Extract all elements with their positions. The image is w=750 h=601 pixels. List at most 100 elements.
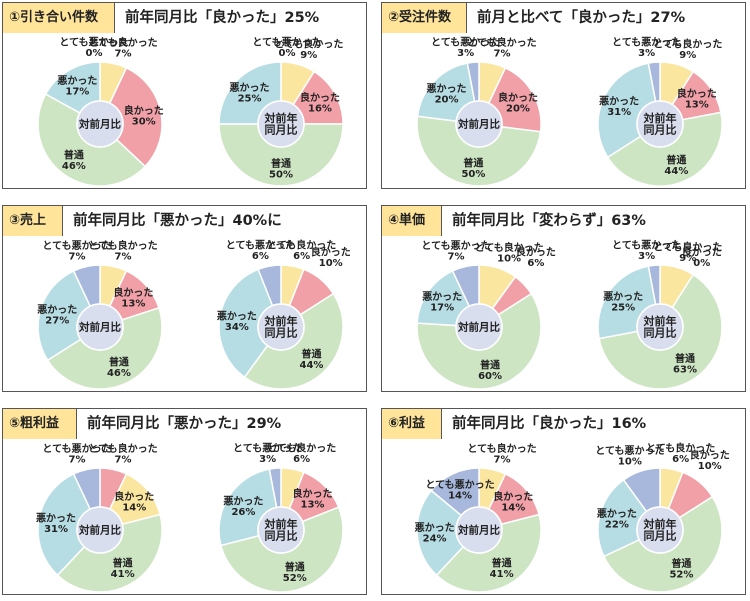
donut-center-label: 対前年同月比 [643, 517, 677, 543]
donut-center [76, 100, 124, 148]
chart-panel: ②受注件数 前月と比べて「良かった」27% とても良かった 7% 良かった 20% 普通 50… [381, 2, 746, 189]
donut-center [257, 100, 305, 148]
donut-center [455, 100, 503, 148]
slice-label: とても悪かった 3% [233, 442, 302, 465]
donut-center-label: 対前月比 [78, 524, 121, 537]
slice-label: とても良かった 6% [646, 442, 715, 466]
panel-category-badge: ②受注件数 [382, 3, 467, 33]
donut-center-label: 対前月比 [457, 118, 500, 131]
slice-label: とても悪かった 6% [226, 240, 295, 263]
slice-label: 悪かった 27% [37, 304, 77, 327]
donut-center-label: 対前年同月比 [264, 517, 298, 543]
slice-label: 普通 52% [283, 561, 307, 585]
donut-center [455, 506, 503, 554]
panel-category-badge: ③売上 [3, 206, 63, 236]
donut-year-over-year: とても良かった 9%良かった 0% 普通 63% 悪かった 25% とても悪かった 3% 対前年同… [597, 239, 723, 390]
donut-center-label: 対前年同月比 [643, 111, 677, 137]
donut-center-label: 対前年同月比 [643, 314, 677, 340]
slice-label: とても良かった 7% [88, 36, 157, 60]
donut-center-label: 対前月比 [457, 321, 500, 334]
panel-category-badge: ⑤粗利益 [3, 409, 77, 439]
slice-label: 良かった 13% [113, 286, 153, 310]
slice-label: 悪かった 22% [597, 508, 637, 531]
donut-center [257, 303, 305, 351]
slice-label: とても良かった 6% [267, 239, 336, 263]
donut-center [636, 100, 684, 148]
slice-label: 良かった 30% [124, 104, 164, 128]
panel-header: ②受注件数 前月と比べて「良かった」27% [382, 3, 745, 33]
donut-year-over-year: とても良かった 9% 良かった 13% 普通 44% 悪かった 31% とても悪かった 3% 対前年… [597, 36, 723, 187]
slice-label: 良かった 20% [498, 91, 538, 115]
slice-label: 普通 63% [673, 352, 697, 376]
slice-label: 悪かった 20% [427, 83, 467, 106]
slice-label: とても悪かった 14% [425, 479, 494, 502]
slice-label: 悪かった 31% [36, 512, 76, 535]
slice-label: 悪かった 17% [422, 291, 462, 314]
slice-label: とても悪かった 7% [42, 240, 111, 262]
donut-center [76, 303, 124, 351]
donut-charts: とても良かった 7% 良かった 13% 普通 46% 悪かった 27% とても悪かった 7% 対前月… [37, 239, 351, 390]
slice-label: 普通 44% [664, 154, 688, 178]
panel-headline: 前年同月比「良かった」25% [125, 10, 320, 26]
slice-label: とても良かった 9% [653, 37, 722, 61]
donut-center [636, 303, 684, 351]
donut-month-over-month: とても良かった 7% 良かった 14% 普通 41% 悪かった 31% とても悪かった 7% 対前月… [36, 442, 163, 593]
slice-label: とても良かった 7% [88, 239, 157, 262]
panel-headline: 前年同月比「良かった」16% [452, 416, 647, 432]
slice-label: とても良かった 7% [467, 442, 536, 466]
donut-center-label: 対前年同月比 [264, 314, 298, 340]
panel-category-badge: ①引き合い件数 [3, 3, 115, 33]
slice-label: 良かった 14% [114, 490, 154, 514]
donut-charts: とても良かった 7% 良かった 14% 普通 41% 悪かった 24% とても悪かった 14% 対前… [415, 442, 730, 593]
slice-label: とても良かった 10% [475, 241, 544, 265]
panel-headline: 前年同月比「悪かった」29% [87, 416, 282, 432]
slice-label: 普通 50% [461, 156, 485, 180]
donut-year-over-year: とても良かった 9% 良かった 16% 普通 50% 悪かった 25% とても悪かった 0% 対前年… [218, 36, 344, 187]
panel-headline: 前月と比べて「良かった」27% [477, 10, 686, 26]
donut-month-over-month: とても良かった 7% 良かった 20% 普通 50% 悪かった 20% とても悪かった 3% 対前月… [416, 36, 542, 187]
slice-label: とても良かった 9% [653, 240, 722, 264]
slice-label: とても悪かった 3% [612, 36, 681, 59]
donut-charts: とても良かった 10%良かった 6% 普通 60% 悪かった 17% とても悪かった 7% 対前月… [416, 239, 723, 390]
slice-label: 良かった 10% [311, 245, 351, 269]
slice-label: 良かった 16% [300, 91, 340, 115]
slice-label: 悪かった 17% [57, 75, 97, 98]
donut-year-over-year: とても良かった 6% 良かった 13% 普通 52% 悪かった 26% とても悪かった 3% 対前年… [218, 442, 344, 593]
donut-month-over-month: とても良かった 10%良かった 6% 普通 60% 悪かった 17% とても悪かった 7% 対前月… [416, 240, 556, 390]
slice-label: 悪かった 31% [599, 96, 639, 119]
donut-center-label: 対前月比 [78, 321, 121, 334]
slice-label: とても悪かった 0% [252, 36, 321, 59]
donut-center [257, 506, 305, 554]
donut-center [76, 506, 124, 554]
donut-center-label: 対前月比 [78, 118, 121, 131]
slice-label: 普通 60% [478, 358, 502, 382]
slice-label: とても悪かった 7% [42, 443, 111, 466]
chart-panel: ③売上 前年同月比「悪かった」40%に とても良かった 7% 良かった 13% 普通 46% 悪… [2, 205, 367, 392]
donut-center [455, 303, 503, 351]
slice-label: 普通 41% [490, 557, 514, 581]
slice-label: とても良かった 7% [88, 442, 157, 466]
donut-center-label: 対前年同月比 [264, 111, 298, 137]
panel-headline: 前年同月比「変わらず」63% [452, 213, 646, 229]
donut-year-over-year: とても良かった 6% 良かった 10% 普通 44% 悪かった 34% とても悪かった 6% 対前年… [217, 239, 351, 390]
panel-header: ⑥利益 前年同月比「良かった」16% [382, 409, 745, 439]
slice-label: とても悪かった 3% [612, 239, 681, 262]
slice-label: 悪かった 34% [217, 311, 257, 334]
donut-month-over-month: とても良かった 7% 良かった 30% 普通 46% 悪かった 17% とても悪かった 0% 対前月… [37, 36, 164, 187]
slice-label: とても良かった 6% [267, 442, 336, 466]
slice-label: 普通 44% [299, 348, 323, 372]
slice-label: とても悪かった 10% [595, 445, 664, 468]
panel-header: ③売上 前年同月比「悪かった」40%に [3, 206, 366, 236]
panel-header: ⑤粗利益 前年同月比「悪かった」29% [3, 409, 366, 439]
panel-category-badge: ⑥利益 [382, 409, 442, 439]
slice-label: 悪かった 25% [603, 291, 643, 314]
panel-headline: 前年同月比「悪かった」40%に [73, 213, 282, 229]
chart-panel: ⑥利益 前年同月比「良かった」16% とても良かった 7% 良かった 14% 普通 41% 悪か… [381, 408, 746, 595]
slice-label: とても良かった 7% [467, 36, 536, 60]
slice-label: とても悪かった 0% [59, 36, 128, 59]
panel-category-badge: ④単価 [382, 206, 442, 236]
slice-label: 普通 41% [111, 557, 135, 581]
slice-label: 良かった 13% [677, 87, 717, 111]
slice-label: 良かった 0% [682, 245, 722, 269]
chart-panel: ⑤粗利益 前年同月比「悪かった」29% とても良かった 7% 良かった 14% 普通 41% 悪… [2, 408, 367, 595]
